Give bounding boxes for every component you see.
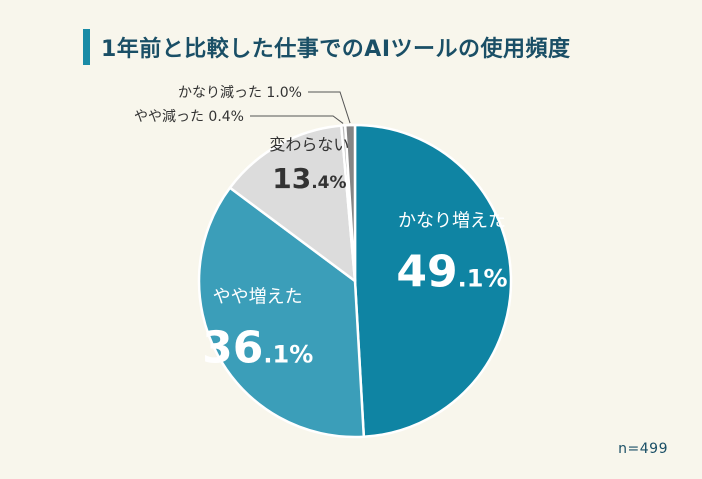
- external-label-greatly-decreased: かなり減った 1.0%: [178, 84, 302, 101]
- slice-value-slightly-increased: 36.1%: [202, 322, 313, 373]
- slice-label-slightly-increased: やや増えた: [213, 286, 303, 307]
- slice-greatly-increased: [353, 123, 513, 439]
- slice-value-no-change: 13.4%: [272, 162, 346, 195]
- slice-value-greatly-increased: 49.1%: [396, 246, 507, 297]
- leader-line-greatly-decreased: [308, 91, 351, 124]
- slice-label-greatly-increased: かなり増えた: [398, 210, 506, 231]
- slice-slightly-increased: [197, 186, 366, 439]
- sample-size-note: n=499: [618, 441, 668, 457]
- title-accent-bar: [83, 29, 90, 65]
- leader-line-slightly-decreased: [250, 115, 344, 124]
- chart-title: 1年前と比較した仕事でのAIツールの使用頻度: [101, 37, 571, 62]
- slice-no-change: [228, 124, 357, 283]
- slice-label-no-change: 変わらない: [269, 135, 349, 154]
- external-label-slightly-decreased: やや減った 0.4%: [134, 108, 244, 125]
- slice-greatly-decreased: [343, 123, 357, 283]
